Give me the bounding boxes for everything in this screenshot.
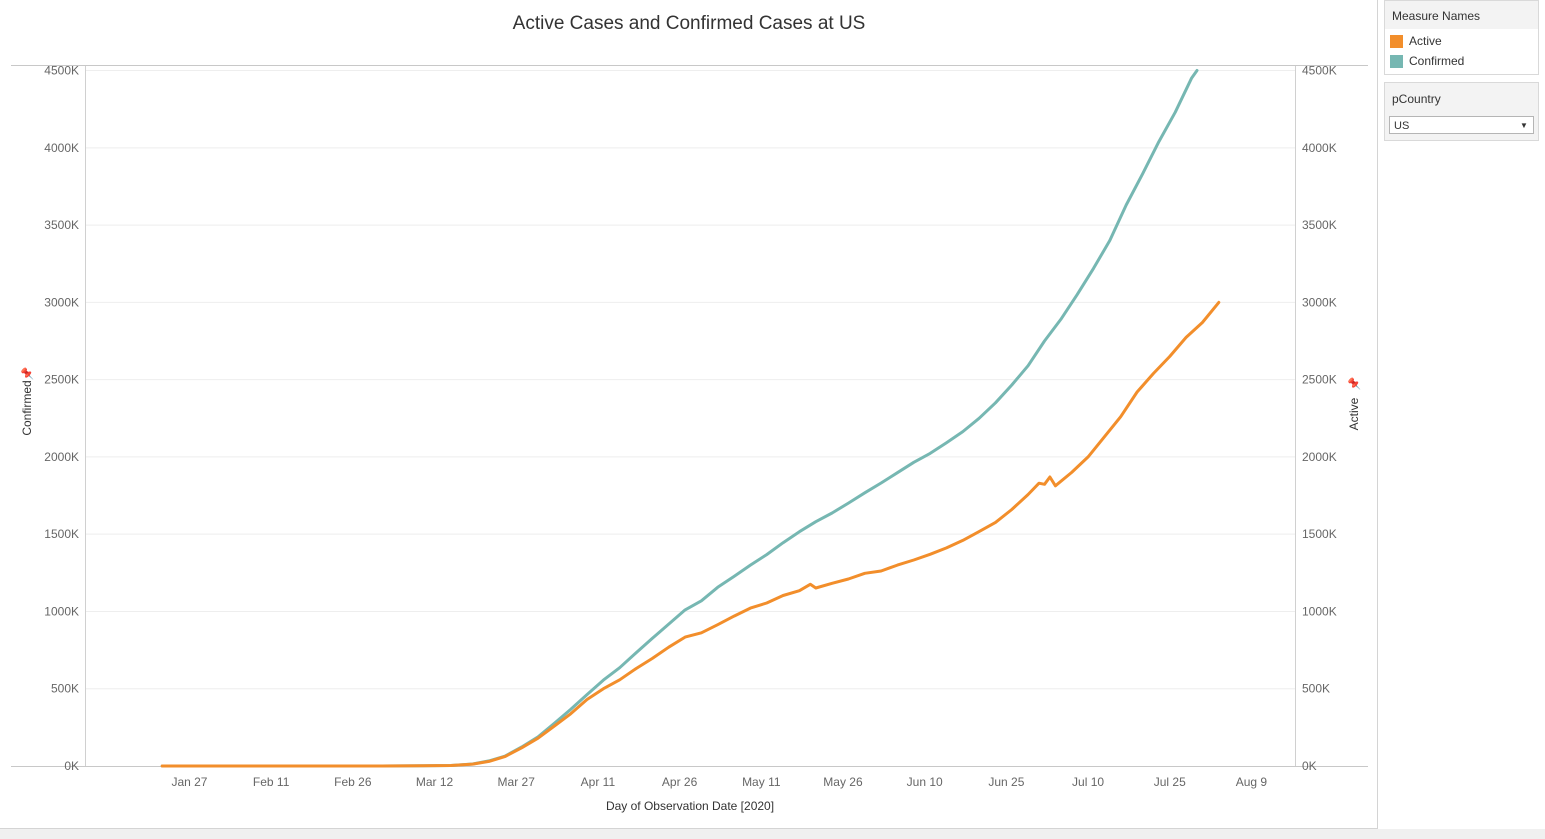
pin-icon-right: 📌 [1347, 377, 1361, 391]
y-tick-label-left: 1500K [44, 527, 79, 541]
x-tick-label: Jun 10 [907, 775, 943, 789]
y-tick-label-left: 4000K [44, 141, 79, 155]
y-axis-right-title[interactable]: Active [1347, 397, 1361, 430]
pin-icon-left: 📌 [20, 367, 34, 381]
x-tick-label: Mar 27 [498, 775, 536, 789]
y-tick-label-right: 1500K [1302, 527, 1337, 541]
y-tick-label-right: 500K [1302, 682, 1330, 696]
x-tick-label: Aug 9 [1236, 775, 1268, 789]
x-tick-label: Jul 10 [1072, 775, 1104, 789]
y-tick-label-right: 4500K [1302, 64, 1337, 78]
series-line-confirmed [160, 69, 1199, 768]
line-chart: 0K 0K 500K 500K 1000K 1000K 1500K 1500K 2000K 200… [11, 64, 1368, 813]
x-tick-label: Jan 27 [171, 775, 207, 789]
bottom-tab-strip [0, 829, 1545, 839]
x-tick-label: Feb 26 [334, 775, 372, 789]
y-tick-label-left: 3500K [44, 218, 79, 232]
y-tick-label-right: 2000K [1302, 450, 1337, 464]
y-axis-left-title[interactable]: Confirmed [20, 380, 34, 435]
legend-item-active[interactable]: Active [1385, 31, 1538, 51]
y-tick-label-right: 1000K [1302, 604, 1337, 618]
legend-label: Active [1409, 34, 1442, 48]
side-panel: Measure Names Active Confirmed pCountry … [1384, 0, 1539, 148]
legend-title: Measure Names [1385, 1, 1538, 29]
x-tick-label: Feb 11 [253, 775, 290, 789]
y-tick-label-left: 2000K [44, 450, 79, 464]
parameter-title: pCountry [1385, 83, 1538, 114]
x-tick-label: May 26 [823, 775, 863, 789]
x-tick-label: Jun 25 [988, 775, 1024, 789]
series-line-active [160, 300, 1221, 768]
legend-label: Confirmed [1409, 54, 1465, 68]
x-tick-label: Mar 12 [416, 775, 454, 789]
y-tick-label-right: 3000K [1302, 295, 1337, 309]
y-tick-label-left: 500K [51, 682, 79, 696]
y-tick-label-left: 2500K [44, 373, 79, 387]
legend-card: Measure Names Active Confirmed [1384, 0, 1539, 75]
legend-swatch-active [1390, 34, 1403, 48]
y-tick-label-right: 3500K [1302, 218, 1337, 232]
y-tick-label-right: 0K [1302, 759, 1317, 773]
legend-swatch-confirmed [1390, 54, 1403, 68]
x-tick-label: Apr 26 [662, 775, 698, 789]
chevron-down-icon[interactable]: ▼ [1520, 121, 1528, 130]
y-tick-label-left: 3000K [44, 295, 79, 309]
x-tick-label: Jul 25 [1154, 775, 1186, 789]
y-tick-label-left: 4500K [44, 64, 79, 78]
y-tick-label-left: 1000K [44, 604, 79, 618]
country-select-value: US [1394, 120, 1410, 132]
chart-title: Active Cases and Confirmed Cases at US [512, 13, 866, 34]
chart-view: Active Cases and Confirmed Cases at US 0… [0, 0, 1378, 829]
x-tick-label: Apr 11 [581, 775, 616, 789]
parameter-card: pCountry US ▼ [1384, 82, 1539, 141]
y-tick-label-right: 4000K [1302, 141, 1337, 155]
x-tick-label: May 11 [742, 775, 781, 789]
y-tick-label-left: 0K [64, 759, 79, 773]
x-axis-title: Day of Observation Date [2020] [606, 799, 774, 813]
legend-item-confirmed[interactable]: Confirmed [1385, 51, 1538, 71]
y-tick-label-right: 2500K [1302, 373, 1337, 387]
country-select[interactable]: US ▼ [1389, 116, 1534, 134]
